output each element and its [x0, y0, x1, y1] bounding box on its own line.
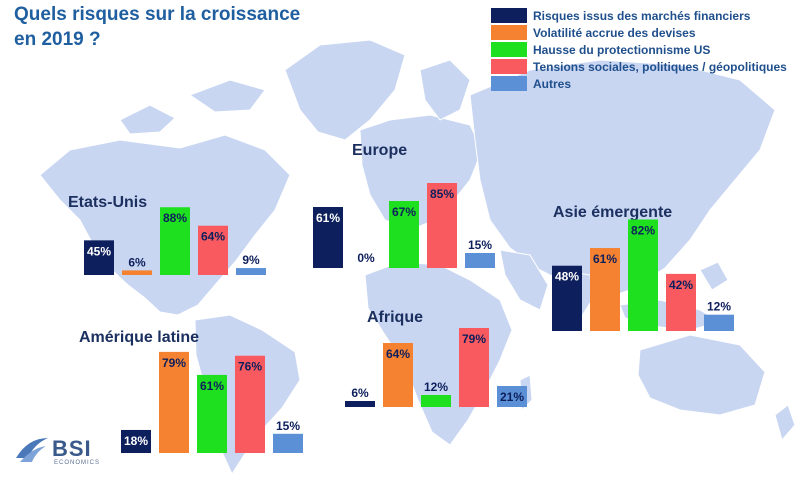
region-label: Afrique	[367, 309, 423, 326]
bar	[459, 328, 489, 407]
legend: Risques issus des marchés financiers Vola…	[491, 8, 787, 91]
chart-title-line-1: Quels risques sur la croissance	[14, 4, 301, 25]
legend-label: Hausse du protectionnisme US	[533, 43, 710, 57]
bar-value-label: 0%	[357, 251, 375, 265]
bsi-logo-subtext: ECONOMICS	[54, 460, 101, 466]
bar-value-label: 82%	[631, 223, 655, 237]
chart-title-line-2: en 2019 ?	[14, 29, 101, 50]
bar-value-label: 48%	[555, 270, 579, 284]
legend-label: Tensions sociales, politiques / géopolit…	[533, 60, 787, 74]
bar	[121, 429, 151, 453]
bar-value-label: 61%	[593, 252, 617, 266]
bar	[497, 386, 527, 407]
bar	[389, 201, 419, 268]
bar	[666, 273, 696, 331]
bar	[465, 253, 495, 268]
bar-value-label: 76%	[238, 360, 262, 374]
legend-swatch	[491, 76, 527, 91]
bar	[160, 207, 190, 275]
legend-label: Risques issus des marchés financiers	[533, 9, 751, 23]
bar-value-label: 18%	[124, 434, 148, 448]
bar-value-label: 12%	[707, 300, 731, 314]
bar-value-label: 64%	[386, 347, 410, 361]
bar	[383, 343, 413, 407]
bar	[197, 374, 227, 453]
bar-value-label: 6%	[128, 255, 146, 269]
bar-value-label: 88%	[163, 211, 187, 225]
legend-label: Volatilité accrue des devises	[533, 26, 696, 40]
region-label: Asie émergente	[553, 204, 672, 221]
region-group: Afrique 6% 64% 12% 79% 21%	[345, 309, 527, 407]
bar-value-label: 21%	[500, 390, 524, 404]
region-group: Amérique latine 18% 79% 61% 76% 15%	[79, 329, 303, 453]
legend-swatch	[491, 42, 527, 57]
bar	[552, 265, 582, 331]
bar-value-label: 64%	[201, 230, 225, 244]
legend-label: Autres	[533, 77, 571, 91]
region-label: Europe	[352, 142, 407, 159]
bar-value-label: 79%	[162, 356, 186, 370]
legend-swatch	[491, 59, 527, 74]
chart-title: Quels risques sur la croissance en 2019 …	[14, 2, 300, 52]
bsi-logo-swoosh-icon	[16, 438, 48, 462]
bar	[628, 219, 658, 331]
region-bar-groups: Etats-Unis 45% 6% 88% 64% 9% Europe 61% 0% 67% 85%…	[68, 142, 734, 453]
region-group: Etats-Unis 45% 6% 88% 64% 9%	[68, 194, 266, 275]
bar-value-label: 61%	[200, 379, 224, 393]
bar-value-label: 12%	[424, 380, 448, 394]
bar-value-label: 42%	[669, 278, 693, 292]
bsi-logo: BSI ECONOMICS	[14, 434, 104, 468]
bar	[236, 268, 266, 275]
bar	[159, 351, 189, 453]
bar	[84, 240, 114, 275]
bar-value-label: 85%	[430, 187, 454, 201]
bar	[122, 270, 152, 275]
bar	[345, 401, 375, 407]
bar	[704, 314, 734, 331]
region-label: Etats-Unis	[68, 194, 147, 211]
bar-value-label: 9%	[242, 253, 260, 267]
bar-value-label: 15%	[276, 419, 300, 433]
bar-value-label: 61%	[316, 211, 340, 225]
bar-value-label: 45%	[87, 244, 111, 258]
region-group: Europe 61% 0% 67% 85% 15%	[313, 142, 495, 268]
region-label: Amérique latine	[79, 329, 199, 346]
bar-value-label: 6%	[351, 386, 369, 400]
legend-swatch	[491, 25, 527, 40]
region-group: Asie émergente 48% 61% 82% 42% 12%	[552, 204, 734, 331]
legend-swatch	[491, 8, 527, 23]
bar-value-label: 67%	[392, 205, 416, 219]
bar	[235, 355, 265, 453]
bsi-logo-text: BSI	[52, 436, 92, 461]
bar	[198, 225, 228, 275]
bar	[427, 183, 457, 268]
bar	[590, 248, 620, 331]
bar	[421, 395, 451, 407]
bar-value-label: 79%	[462, 332, 486, 346]
bar	[273, 433, 303, 453]
bar	[313, 207, 343, 268]
bar-value-label: 15%	[468, 238, 492, 252]
